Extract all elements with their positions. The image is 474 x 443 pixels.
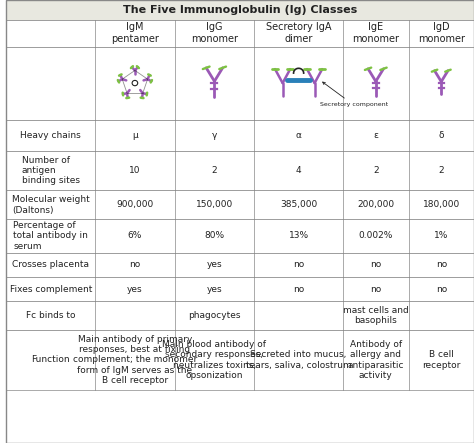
Text: Fixes complement: Fixes complement: [9, 284, 92, 294]
Text: IgG
monomer: IgG monomer: [191, 23, 238, 44]
Text: ε: ε: [374, 131, 378, 140]
Text: yes: yes: [207, 284, 222, 294]
Text: Secretory component: Secretory component: [319, 82, 388, 108]
Text: no: no: [293, 260, 304, 269]
Text: no: no: [436, 284, 447, 294]
Text: IgM
pentamer: IgM pentamer: [111, 23, 159, 44]
Text: Main antibody of primary
responses, best at fixing
complement; the monomer
form : Main antibody of primary responses, best…: [73, 334, 197, 385]
Text: δ: δ: [438, 131, 444, 140]
Text: mast cells and
basophils: mast cells and basophils: [343, 306, 409, 325]
Bar: [6, 253, 474, 277]
Bar: [6, 330, 474, 390]
Text: γ: γ: [212, 131, 217, 140]
Bar: [6, 20, 474, 47]
Text: no: no: [370, 284, 382, 294]
Text: 4: 4: [296, 166, 301, 175]
Text: yes: yes: [127, 284, 143, 294]
Text: 180,000: 180,000: [423, 200, 460, 210]
Text: Molecular weight
(Daltons): Molecular weight (Daltons): [12, 195, 90, 214]
Text: Percentage of
total antibody in
serum: Percentage of total antibody in serum: [13, 221, 88, 251]
Text: Fc binds to: Fc binds to: [26, 311, 75, 320]
Text: 80%: 80%: [204, 231, 225, 241]
Text: 13%: 13%: [289, 231, 309, 241]
Bar: [6, 0, 474, 20]
Bar: [6, 277, 474, 301]
Text: B cell
receptor: B cell receptor: [422, 350, 460, 369]
Text: 2: 2: [438, 166, 444, 175]
Text: 150,000: 150,000: [196, 200, 233, 210]
Text: IgE
monomer: IgE monomer: [352, 23, 399, 44]
Text: 200,000: 200,000: [357, 200, 394, 210]
Text: Heavy chains: Heavy chains: [20, 131, 81, 140]
Text: 10: 10: [129, 166, 141, 175]
Text: no: no: [293, 284, 304, 294]
Bar: [6, 151, 474, 190]
Text: α: α: [296, 131, 301, 140]
Text: Main blood antibody of
secondary responses,
neutralizes toxins,
opsonization: Main blood antibody of secondary respons…: [163, 340, 266, 380]
Text: no: no: [370, 260, 382, 269]
Bar: [6, 190, 474, 219]
Text: Secretory IgA
dimer: Secretory IgA dimer: [266, 23, 331, 44]
Bar: [6, 47, 474, 120]
Text: 6%: 6%: [128, 231, 142, 241]
Text: Function: Function: [31, 355, 70, 365]
Text: Secreted into mucus,
tears, saliva, colostrum: Secreted into mucus, tears, saliva, colo…: [246, 350, 352, 369]
Text: Antibody of
allergy and
antiparasitic
activity: Antibody of allergy and antiparasitic ac…: [347, 340, 404, 380]
Text: no: no: [129, 260, 140, 269]
Text: yes: yes: [207, 260, 222, 269]
Text: 2: 2: [373, 166, 379, 175]
Text: phagocytes: phagocytes: [188, 311, 241, 320]
Text: 2: 2: [211, 166, 217, 175]
Text: The Five Immunoglobulin (Ig) Classes: The Five Immunoglobulin (Ig) Classes: [123, 5, 357, 15]
Text: Number of
antigen
binding sites: Number of antigen binding sites: [22, 155, 80, 186]
Text: 1%: 1%: [434, 231, 448, 241]
Text: 385,000: 385,000: [280, 200, 317, 210]
Text: 0.002%: 0.002%: [359, 231, 393, 241]
Text: no: no: [436, 260, 447, 269]
Bar: [6, 219, 474, 253]
Text: Crosses placenta: Crosses placenta: [12, 260, 89, 269]
Text: μ: μ: [132, 131, 138, 140]
Bar: [6, 301, 474, 330]
Text: 900,000: 900,000: [116, 200, 154, 210]
Text: IgD
monomer: IgD monomer: [418, 23, 465, 44]
Bar: [6, 120, 474, 151]
